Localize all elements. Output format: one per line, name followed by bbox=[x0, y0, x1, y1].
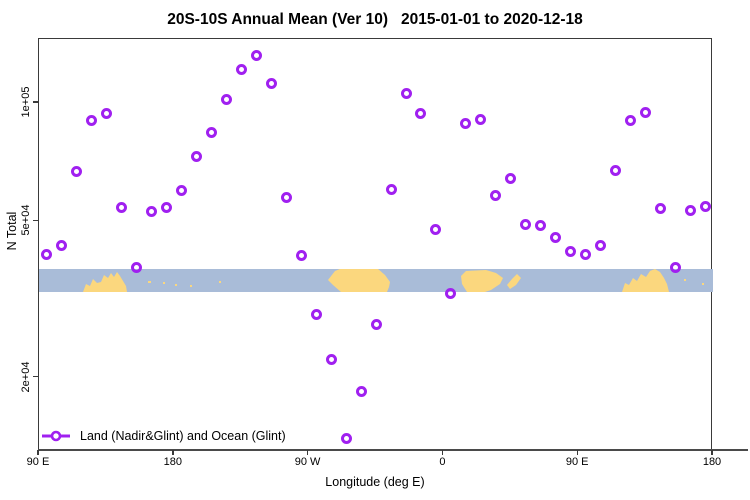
land-patch-madagascar bbox=[507, 273, 521, 289]
data-point bbox=[520, 219, 532, 231]
data-point bbox=[130, 262, 142, 274]
y-tick-label: 1e+05 bbox=[20, 86, 32, 118]
data-point bbox=[310, 309, 322, 321]
plot-area bbox=[38, 38, 713, 450]
y-tick-label: 5e+04 bbox=[20, 204, 32, 236]
data-point bbox=[475, 113, 487, 125]
y-tick-mark bbox=[33, 101, 38, 103]
data-point bbox=[190, 151, 202, 163]
data-point bbox=[700, 201, 711, 213]
data-point bbox=[460, 118, 472, 129]
data-point bbox=[41, 248, 52, 260]
island-speck bbox=[702, 282, 704, 285]
data-point bbox=[145, 205, 157, 217]
data-point bbox=[220, 94, 232, 106]
data-point bbox=[340, 433, 352, 445]
chart-title: 20S-10S Annual Mean (Ver 10) 2015-01-01 … bbox=[167, 11, 583, 28]
island-speck bbox=[684, 278, 686, 281]
data-point bbox=[490, 190, 502, 202]
data-point bbox=[325, 353, 337, 365]
data-point bbox=[85, 114, 97, 126]
land-patch-n-australia-2 bbox=[622, 268, 669, 292]
data-point bbox=[505, 172, 517, 184]
island-speck bbox=[219, 280, 221, 283]
legend-label: Land (Nadir&Glint) and Ocean (Glint) bbox=[80, 429, 286, 443]
data-point bbox=[685, 204, 696, 216]
data-point bbox=[355, 386, 367, 398]
data-point bbox=[670, 262, 682, 274]
data-point bbox=[550, 232, 562, 244]
y-axis-title: N Total bbox=[5, 211, 19, 251]
data-point bbox=[640, 107, 652, 119]
data-point bbox=[595, 239, 607, 251]
x-tick-label: 180 bbox=[702, 456, 722, 468]
data-point bbox=[100, 108, 112, 120]
data-point bbox=[56, 239, 67, 251]
x-axis-title: Longitude (deg E) bbox=[325, 475, 425, 489]
x-tick-mark bbox=[37, 450, 39, 455]
island-speck bbox=[175, 283, 177, 286]
data-point bbox=[580, 248, 592, 260]
data-point bbox=[625, 114, 637, 126]
x-tick-mark bbox=[441, 450, 444, 455]
data-point bbox=[175, 185, 187, 196]
data-point bbox=[445, 288, 457, 300]
land-patch-africa bbox=[461, 269, 503, 292]
data-point bbox=[265, 78, 277, 90]
data-point bbox=[370, 319, 382, 331]
data-point bbox=[295, 249, 307, 261]
island-speck bbox=[163, 281, 165, 284]
x-tick-mark bbox=[576, 450, 578, 455]
data-point bbox=[610, 164, 622, 176]
data-point bbox=[565, 246, 577, 257]
data-point bbox=[400, 87, 412, 99]
data-point bbox=[385, 183, 397, 195]
x-tick-label: 90 E bbox=[26, 456, 50, 468]
data-point bbox=[655, 203, 667, 214]
island-speck bbox=[190, 284, 192, 287]
land-patch-south-america bbox=[328, 268, 390, 292]
x-tick-label: 90 W bbox=[294, 456, 321, 468]
x-tick-label: 90 E bbox=[565, 456, 589, 468]
data-point bbox=[70, 165, 82, 177]
legend-marker-icon bbox=[42, 430, 70, 442]
data-point bbox=[535, 220, 547, 232]
x-tick-label: 0 bbox=[439, 456, 446, 468]
y-tick-mark bbox=[33, 375, 38, 378]
data-point bbox=[235, 63, 247, 75]
x-tick-mark bbox=[172, 450, 174, 455]
y-tick-mark bbox=[33, 219, 38, 222]
legend: Land (Nadir&Glint) and Ocean (Glint) bbox=[41, 429, 286, 443]
island-speck bbox=[148, 280, 151, 283]
x-tick-label: 180 bbox=[163, 456, 182, 468]
data-point bbox=[280, 192, 292, 204]
land-patch-timor-n-australia bbox=[83, 271, 127, 292]
latitude-band-map bbox=[39, 268, 713, 292]
data-point bbox=[205, 127, 217, 139]
x-tick-mark bbox=[711, 450, 713, 455]
data-point bbox=[250, 50, 262, 62]
x-tick-mark bbox=[306, 450, 309, 455]
data-point bbox=[415, 108, 427, 120]
x-axis-line bbox=[38, 448, 748, 451]
data-point bbox=[160, 202, 172, 213]
y-tick-label: 2e+04 bbox=[20, 361, 32, 393]
data-point bbox=[115, 202, 127, 213]
data-point bbox=[430, 223, 442, 235]
